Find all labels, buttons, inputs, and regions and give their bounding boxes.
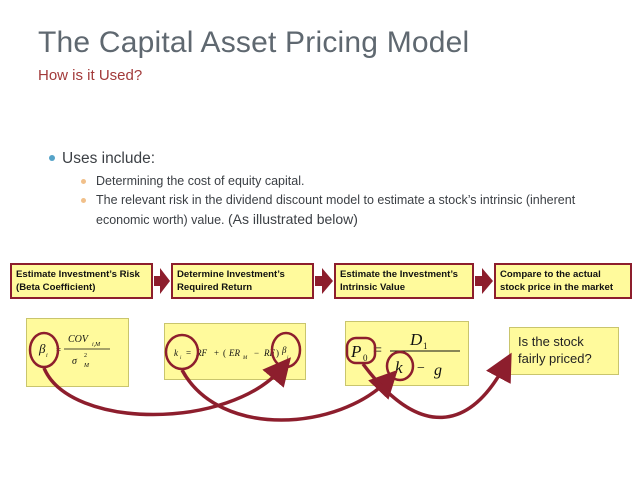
flow-arrow-icon [315,268,333,294]
beta-den-sup: 2 [84,353,87,359]
slide-subtitle: How is it Used? [38,67,143,84]
beta-den: σ [72,356,78,367]
question-line2: fairly priced? [518,351,592,366]
beta-to-required-arrow [42,357,292,417]
k-highlight-circle [164,333,200,371]
beta-highlight-circle [28,331,60,369]
subbullet-2-text: The relevant risk in the dividend discou… [96,193,576,227]
illustrated-note: (As illustrated below) [228,211,358,227]
subbullet-2: The relevant risk in the dividend discou… [81,191,616,230]
step-3-line1: Estimate the Investment’s [340,269,459,280]
value-formula-box [345,321,469,386]
bullet-dot-icon [49,155,55,161]
req-er: ER [228,348,240,358]
req-k-sub: i [180,356,182,361]
value-formula: P 0 = D 1 k − g [350,330,460,379]
req-rp: ) [276,348,279,358]
question-line1: Is the stock [518,334,584,349]
req-beta: β [281,345,287,355]
step-1-line2: (Beta Coefficient) [16,282,96,293]
question-box: Is the stock fairly priced? [509,327,619,375]
required-to-value-arrow [180,369,398,422]
flow-arrow-icon [475,268,493,294]
beta-num-sub: i,M [92,342,101,348]
step-required-return: Determine Investment’s Required Return [171,263,314,299]
req-lp: ( [223,348,226,358]
val-minus: − [417,361,425,376]
val-num: D [409,330,423,349]
step-2-line2: Required Return [177,282,253,293]
subbullet-dot-icon [81,179,86,184]
step-compare-price: Compare to the actual stock price in the… [494,263,632,299]
val-k-highlight-circle [385,350,415,382]
val-g: g [434,362,442,379]
req-rf2: RF [263,348,275,358]
step-4-line2: stock price in the market [500,282,614,293]
flow-arrow-icon [154,268,170,294]
bullet-uses: Uses include: [49,150,156,168]
subbullet-1-text: Determining the cost of equity capital. [96,174,305,188]
subbullet-dot-icon [81,198,86,203]
required-return-formula: k i = RF + ( ER M − RF ) β i [174,345,289,361]
req-minus: − [254,348,259,358]
beta-den-sub: M [83,363,90,369]
val-p-sub: 0 [363,353,368,363]
val-eq: = [373,342,382,359]
step-4-line1: Compare to the actual [500,269,601,280]
beta-formula-box [26,318,129,387]
step-3-line2: Intrinsic Value [340,282,406,293]
req-rf: RF [195,348,207,358]
slide-title: The Capital Asset Pricing Model [38,26,470,59]
val-p: P [350,342,361,361]
step-intrinsic-value: Estimate the Investment’s Intrinsic Valu… [334,263,474,299]
req-k: k [174,348,179,358]
step-1-line1: Estimate Investment’s Risk [16,269,140,280]
step-estimate-risk: Estimate Investment’s Risk (Beta Coeffic… [10,263,153,299]
beta-lhs-sub: i [46,353,48,359]
step-2-line1: Determine Investment’s [177,269,285,280]
subbullet-1: Determining the cost of equity capital. [81,172,305,191]
req-plus: + [214,348,219,358]
val-num-sub: 1 [423,341,428,351]
beta-formula: β i = COV i,M σ 2 M [38,334,110,369]
p0-highlight-circle [345,336,377,365]
val-k: k [395,358,403,377]
req-beta-sub: i [287,356,289,361]
beta-num: COV [68,334,90,345]
beta-lhs: β [38,341,46,356]
value-to-compare-arrow [361,352,512,420]
req-eq: = [186,348,191,358]
req-er-sub: M [242,356,248,361]
bullet-uses-text: Uses include: [62,150,156,167]
